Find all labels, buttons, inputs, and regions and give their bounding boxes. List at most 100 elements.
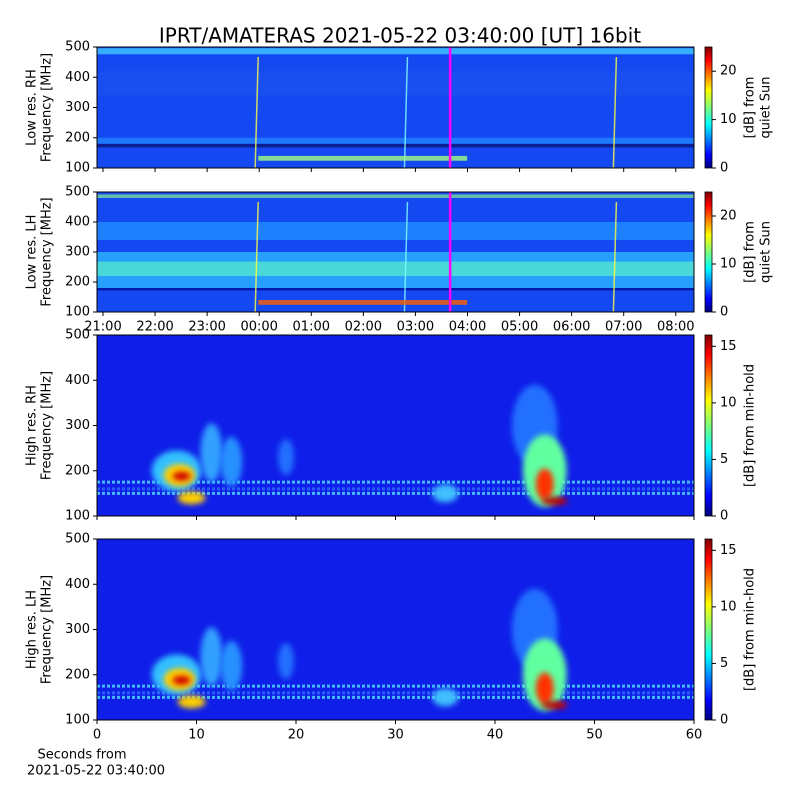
figure-title: IPRT/AMATERAS 2021-05-22 03:40:00 [UT] 1… bbox=[159, 24, 641, 48]
colorbar-tick-label: 10 bbox=[720, 395, 737, 410]
image-bg bbox=[97, 47, 694, 168]
y-axis-label: Frequency [MHz] bbox=[40, 197, 55, 306]
colorbar bbox=[704, 538, 713, 721]
x-tick-label: 40 bbox=[487, 728, 504, 743]
image bbox=[97, 539, 694, 720]
colorbar-tick-label: 0 bbox=[720, 509, 728, 524]
y-tick-label: 300 bbox=[65, 418, 90, 433]
burst bbox=[278, 643, 295, 680]
y-axis-label: High res. RH bbox=[25, 385, 40, 466]
burst bbox=[172, 471, 191, 481]
band bbox=[97, 71, 694, 96]
image-bg bbox=[97, 335, 694, 516]
burst bbox=[541, 496, 568, 506]
colorbar-tick-label: 15 bbox=[720, 339, 737, 354]
colorbar-label: quiet Sun bbox=[759, 76, 774, 138]
burst bbox=[612, 56, 618, 168]
y-axis-label: Low res. LH bbox=[25, 215, 40, 290]
burst bbox=[177, 695, 206, 709]
y-tick-label: 200 bbox=[65, 667, 90, 682]
x-tick-label: 01:00 bbox=[293, 320, 330, 335]
y-axis-label: High res. LH bbox=[25, 590, 40, 669]
burst bbox=[200, 423, 223, 483]
colorbar-tick-label: 0 bbox=[720, 161, 728, 176]
x-tick-label: 60 bbox=[686, 728, 703, 743]
y-tick-label: 300 bbox=[65, 245, 90, 260]
y-tick-label: 500 bbox=[65, 532, 90, 547]
colorbar-tick-label: 0 bbox=[720, 713, 728, 728]
burst bbox=[403, 56, 409, 168]
y-tick-label: 100 bbox=[65, 509, 90, 524]
burst bbox=[220, 640, 243, 691]
x-tick-label: 02:00 bbox=[345, 320, 382, 335]
x-tick-label: 0 bbox=[93, 728, 101, 743]
y-axis-label: Frequency [MHz] bbox=[40, 53, 55, 162]
x-axis-label: 2021-05-22 03:40:00 bbox=[27, 764, 165, 779]
burst bbox=[432, 484, 459, 503]
colorbar-tick-label: 10 bbox=[720, 112, 737, 127]
x-tick-label: 07:00 bbox=[605, 320, 642, 335]
band bbox=[97, 222, 694, 240]
x-tick-label: 00:00 bbox=[240, 320, 277, 335]
burst bbox=[254, 56, 259, 168]
x-tick-label: 08:00 bbox=[657, 320, 694, 335]
colorbar-tick-label: 5 bbox=[720, 656, 728, 671]
burst bbox=[541, 700, 568, 710]
burst bbox=[535, 468, 554, 501]
y-tick-label: 100 bbox=[65, 161, 90, 176]
x-tick-label: 23:00 bbox=[188, 320, 225, 335]
colorbar-tick-label: 0 bbox=[720, 305, 728, 320]
y-tick-label: 200 bbox=[65, 130, 90, 145]
x-tick-label: 10 bbox=[188, 728, 205, 743]
burst bbox=[612, 201, 618, 312]
colorbar-tick-label: 10 bbox=[720, 599, 737, 614]
colorbar bbox=[704, 191, 713, 313]
band bbox=[97, 48, 694, 55]
colorbar-label: [dB] from bbox=[743, 77, 758, 139]
band bbox=[97, 143, 694, 148]
y-axis-label: Low res. RH bbox=[25, 69, 40, 146]
colorbar-tick-label: 20 bbox=[720, 209, 737, 224]
burst bbox=[535, 672, 554, 705]
colorbar-tick-label: 15 bbox=[720, 543, 737, 558]
burst bbox=[177, 491, 206, 505]
band bbox=[97, 288, 694, 291]
x-tick-label: 05:00 bbox=[501, 320, 538, 335]
y-tick-label: 100 bbox=[65, 713, 90, 728]
y-tick-label: 400 bbox=[65, 577, 90, 592]
x-axis-label: Seconds from bbox=[37, 748, 126, 763]
x-tick-label: 50 bbox=[586, 728, 603, 743]
x-tick-label: 30 bbox=[387, 728, 404, 743]
x-tick-label: 21:00 bbox=[84, 320, 121, 335]
image-bg bbox=[97, 539, 694, 720]
burst bbox=[403, 201, 409, 312]
y-tick-label: 500 bbox=[65, 328, 90, 343]
y-tick-label: 100 bbox=[65, 305, 90, 320]
x-tick-label: 04:00 bbox=[449, 320, 486, 335]
y-tick-label: 200 bbox=[65, 275, 90, 290]
y-tick-label: 400 bbox=[65, 70, 90, 85]
x-tick-label: 06:00 bbox=[553, 320, 590, 335]
y-tick-label: 300 bbox=[65, 100, 90, 115]
image bbox=[97, 335, 694, 516]
colorbar-tick-label: 5 bbox=[720, 452, 728, 467]
colorbar bbox=[704, 46, 713, 169]
y-tick-label: 200 bbox=[65, 463, 90, 478]
y-tick-label: 400 bbox=[65, 373, 90, 388]
colorbar-tick-label: 10 bbox=[720, 257, 737, 272]
burst bbox=[200, 627, 223, 687]
y-tick-label: 500 bbox=[65, 40, 90, 55]
burst bbox=[172, 675, 191, 685]
band bbox=[97, 261, 694, 276]
burst bbox=[254, 201, 259, 312]
x-tick-label: 22:00 bbox=[136, 320, 173, 335]
y-tick-label: 300 bbox=[65, 622, 90, 637]
colorbar-label: [dB] from bbox=[743, 221, 758, 283]
x-tick-label: 03:00 bbox=[397, 320, 434, 335]
band bbox=[97, 194, 694, 198]
colorbar-tick-label: 20 bbox=[720, 64, 737, 79]
burst bbox=[278, 439, 295, 476]
y-axis-label: Frequency [MHz] bbox=[40, 371, 55, 480]
x-tick-label: 20 bbox=[288, 728, 305, 743]
